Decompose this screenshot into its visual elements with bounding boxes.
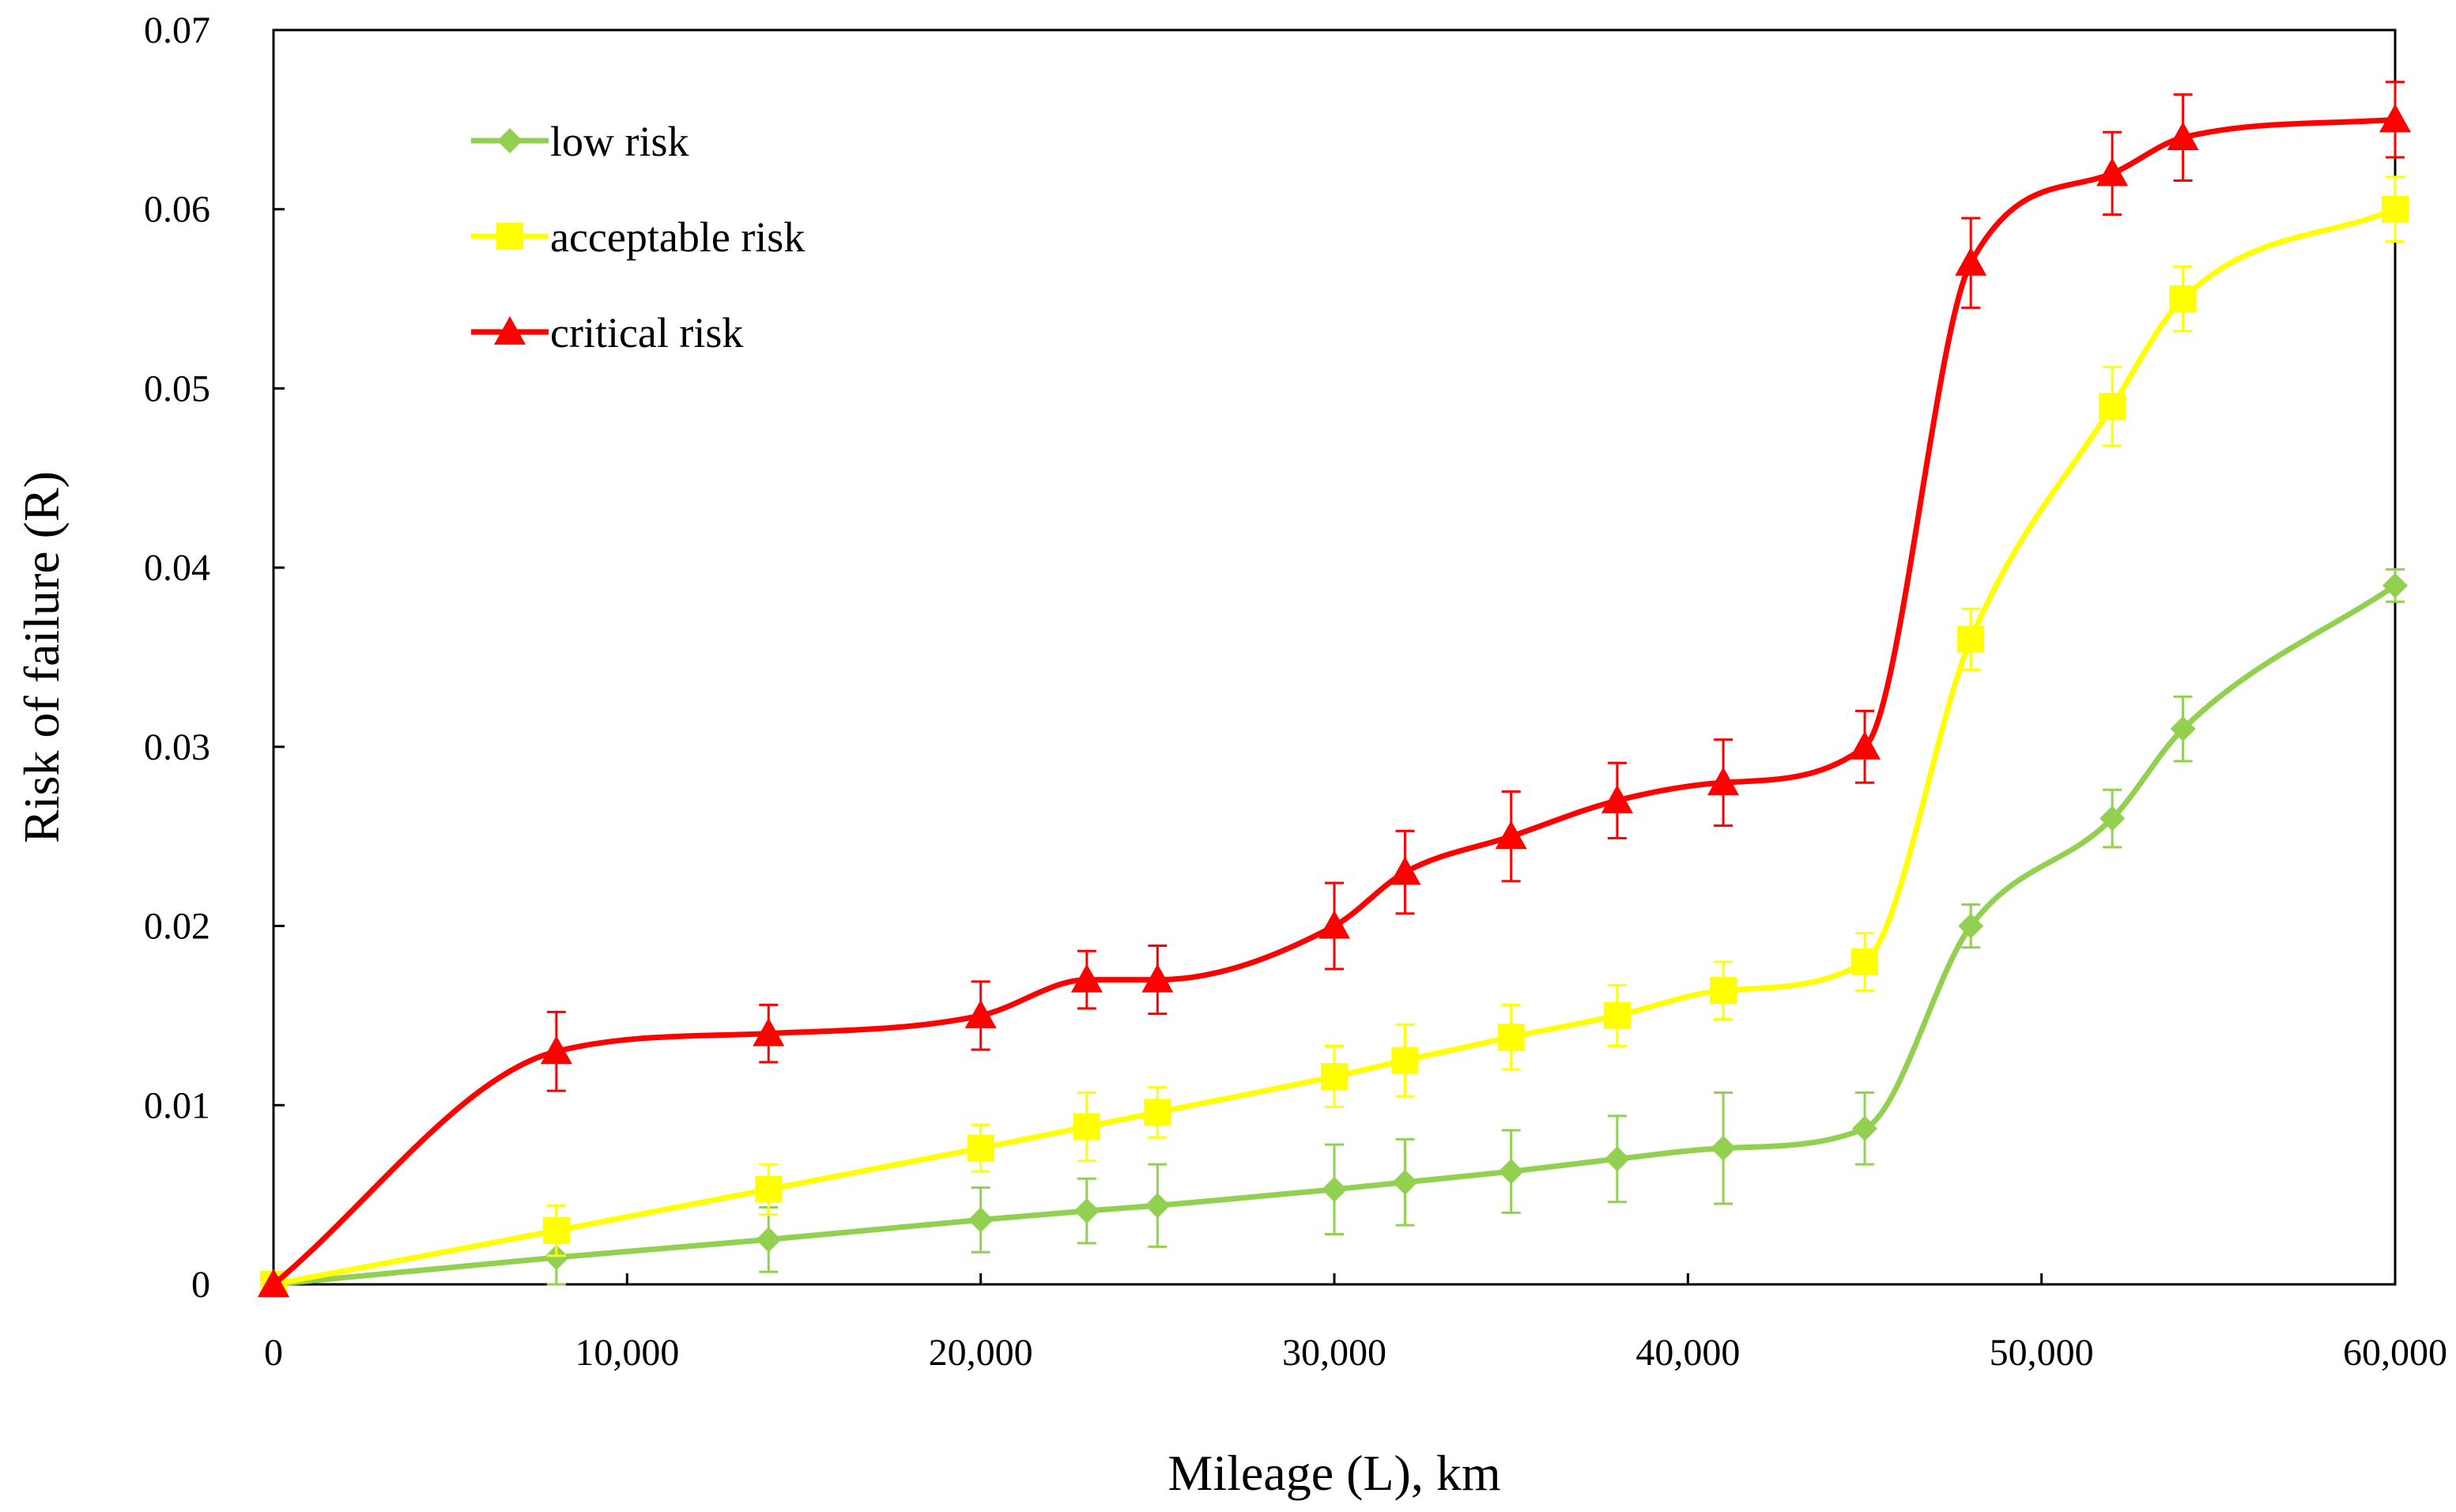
data-point	[1955, 247, 1987, 276]
data-point	[1495, 820, 1527, 850]
data-point	[543, 1244, 569, 1270]
legend-marker	[496, 223, 523, 250]
x-axis-title: Mileage (L), km	[1168, 1445, 1500, 1501]
x-tick-label: 0	[264, 1332, 283, 1374]
data-point	[2099, 805, 2126, 831]
x-tick-label: 40,000	[1635, 1332, 1740, 1374]
legend-label: low risk	[550, 118, 689, 165]
y-tick-label: 0.06	[144, 189, 210, 231]
data-point	[2167, 122, 2199, 151]
legend-entry: low risk	[471, 118, 689, 165]
data-point	[2170, 716, 2196, 742]
series-line	[270, 206, 2398, 1288]
data-point	[540, 1035, 572, 1065]
legend: low risk acceptable risk critical risk	[471, 118, 805, 356]
data-point	[753, 1017, 785, 1046]
data-point	[1319, 910, 1350, 939]
data-point	[2382, 572, 2408, 598]
data-point	[1957, 625, 1985, 653]
data-point	[1321, 1063, 1348, 1091]
x-tick-label: 30,000	[1282, 1332, 1386, 1374]
data-point	[1603, 1001, 1631, 1029]
data-point	[1145, 1193, 1171, 1219]
data-point	[1851, 948, 1878, 975]
data-point	[1322, 1176, 1347, 1202]
data-point	[2099, 393, 2126, 420]
data-point	[1707, 767, 1740, 796]
x-tick-label: 50,000	[1990, 1332, 2094, 1374]
data-point	[2096, 157, 2129, 187]
y-tick-label: 0.01	[144, 1084, 210, 1126]
series-line	[270, 116, 2398, 1288]
data-point	[1073, 1198, 1100, 1224]
data-point	[1498, 1159, 1524, 1185]
data-point	[258, 1269, 289, 1297]
data-point	[1392, 1169, 1418, 1195]
data-point	[1070, 963, 1103, 993]
data-point	[1141, 963, 1174, 993]
data-point	[1958, 913, 1984, 939]
series-low-risk	[261, 567, 2408, 1297]
legend-entry: acceptable risk	[471, 213, 805, 261]
y-tick-label: 0.05	[144, 368, 210, 409]
legend-entry: critical risk	[471, 309, 743, 356]
x-tick-label: 60,000	[2343, 1332, 2447, 1374]
data-point	[1711, 1135, 1737, 1161]
y-tick-label: 0.03	[144, 726, 210, 768]
data-point	[1710, 977, 1737, 1005]
data-point	[1389, 856, 1421, 885]
data-point	[968, 1207, 994, 1233]
data-point	[1144, 1099, 1171, 1126]
y-axis-title: Risk of failure (R)	[13, 471, 70, 843]
legend-label: critical risk	[550, 309, 743, 356]
data-point	[1604, 1146, 1630, 1172]
x-tick-label: 10,000	[575, 1332, 679, 1374]
data-point	[2379, 104, 2411, 133]
data-point	[1391, 1046, 1419, 1074]
y-tick-label: 0.07	[144, 9, 210, 51]
data-point	[1497, 1024, 1525, 1051]
x-tick-label: 20,000	[929, 1332, 1033, 1374]
data-point	[964, 999, 997, 1028]
data-point	[1849, 730, 1881, 760]
data-point	[1073, 1113, 1100, 1141]
legend-marker	[494, 316, 526, 345]
data-point	[542, 1216, 570, 1244]
data-point	[2382, 195, 2409, 223]
data-point	[756, 1227, 782, 1253]
legend-label: acceptable risk	[550, 213, 805, 261]
data-point	[1601, 784, 1633, 813]
data-point	[967, 1134, 994, 1162]
series-layer	[258, 81, 2411, 1298]
legend-marker	[497, 128, 523, 153]
axes: 0 10,000 20,000 30,000 40,000 50,000 60,000 0 0.…	[144, 9, 2447, 1374]
y-tick-label: 0.04	[144, 547, 210, 589]
data-point	[2169, 285, 2197, 313]
y-tick-label: 0.02	[144, 906, 210, 948]
data-point	[755, 1175, 783, 1203]
data-point	[1852, 1115, 1877, 1141]
series-critical-risk	[258, 81, 2411, 1297]
y-tick-label: 0	[191, 1264, 210, 1306]
